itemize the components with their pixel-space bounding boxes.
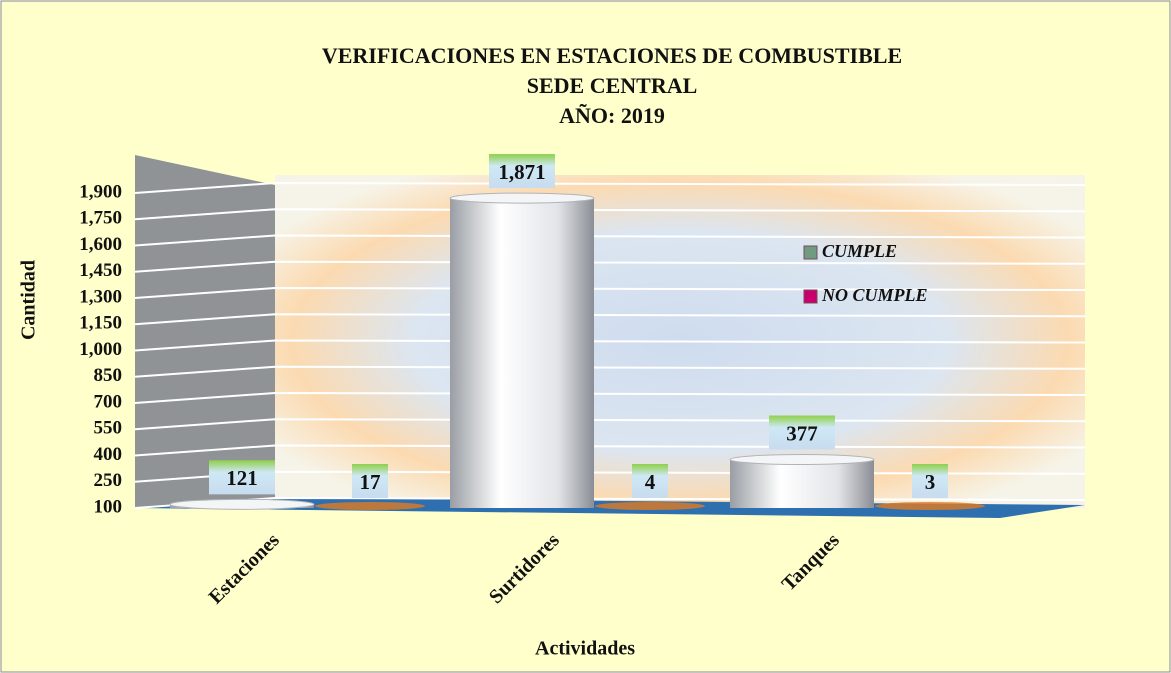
grid-line [134, 208, 1086, 221]
legend-label: CUMPLE [822, 241, 897, 261]
grid-line [134, 286, 1086, 299]
bar [595, 502, 705, 510]
side-wall [135, 155, 275, 508]
chart-title: AÑO: 2019 [559, 103, 665, 128]
y-tick-label: 1,000 [79, 339, 122, 360]
y-tick-label: 100 [94, 496, 123, 517]
legend-label: NO CUMPLE [821, 285, 928, 305]
chart-title: SEDE CENTRAL [527, 73, 698, 98]
bar [730, 459, 874, 508]
grid-line [134, 234, 1086, 247]
y-tick-label: 700 [94, 391, 123, 412]
legend-marker [803, 245, 818, 260]
grid-line [134, 260, 1086, 273]
x-axis-label: Actividades [535, 638, 635, 660]
grid-line [134, 313, 1086, 326]
data-label: 1,871 [498, 160, 545, 184]
bar [875, 502, 985, 510]
y-tick-label: 1,450 [79, 260, 122, 281]
grid-line [134, 339, 1086, 352]
data-label-box [912, 464, 948, 498]
bar-top [169, 498, 315, 510]
data-label: 4 [645, 470, 656, 494]
y-tick-label: 1,750 [79, 208, 122, 229]
chart-title: VERIFICACIONES EN ESTACIONES DE COMBUSTI… [322, 43, 902, 68]
data-label-box [769, 415, 835, 450]
data-label: 17 [360, 470, 381, 494]
y-tick-label: 550 [94, 418, 123, 439]
bar-top [729, 454, 875, 466]
data-label-box [632, 464, 668, 498]
y-tick-label: 1,900 [79, 181, 122, 202]
y-tick-label: 250 [94, 470, 123, 491]
bar-top [449, 192, 595, 204]
bar [315, 502, 425, 510]
y-tick-label: 400 [94, 444, 123, 465]
data-label: 121 [226, 466, 258, 490]
y-tick-label: 1,150 [79, 313, 122, 334]
bar [450, 198, 594, 508]
data-label-box [209, 460, 275, 495]
y-tick-label: 1,600 [79, 234, 122, 255]
grid-line [134, 181, 1086, 194]
legend-marker [803, 289, 818, 304]
grid-line [134, 391, 1086, 404]
y-axis-label: Cantidad [18, 260, 40, 340]
data-label: 3 [925, 470, 936, 494]
y-tick-label: 1,300 [79, 286, 122, 307]
y-tick-label: 850 [94, 365, 123, 386]
data-label-box [352, 464, 388, 498]
data-label-box [489, 154, 555, 189]
data-label: 377 [786, 421, 818, 445]
grid-line [134, 365, 1086, 378]
